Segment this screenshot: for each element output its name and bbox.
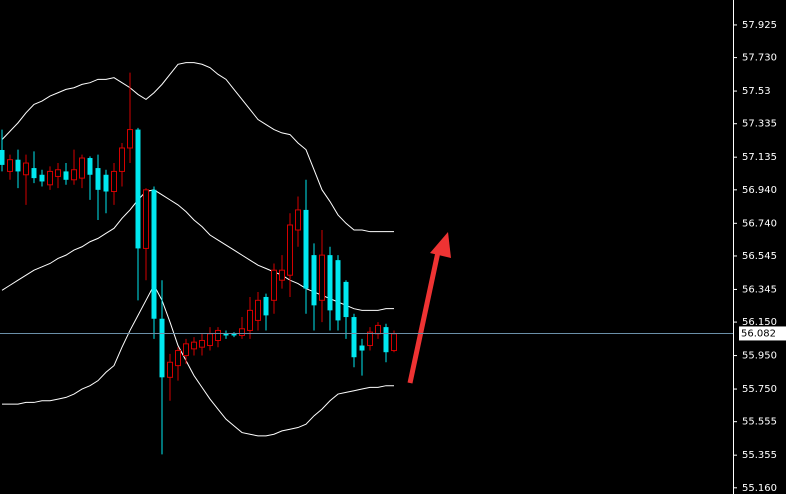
candle-body	[351, 317, 357, 358]
candle-body	[343, 281, 349, 318]
candle-body	[175, 350, 181, 367]
candle-body	[47, 170, 53, 186]
candle-body	[159, 318, 165, 378]
bollinger-band	[1, 62, 394, 233]
candle-body	[367, 331, 373, 347]
plot-area	[0, 62, 397, 455]
candle-body	[231, 333, 237, 336]
y-tick-label: 55.160	[742, 483, 777, 494]
y-tick-label: 55.355	[742, 450, 777, 461]
candle-body	[63, 171, 69, 180]
candle-body	[295, 209, 301, 231]
y-tick-label: 55.555	[742, 417, 777, 428]
candle-body	[279, 269, 285, 281]
y-tick-label: 57.335	[742, 119, 777, 130]
candle-body	[375, 324, 381, 335]
candle-body	[319, 254, 325, 301]
y-tick-label: 56.740	[742, 218, 777, 229]
candle-body	[23, 162, 29, 176]
candle-body	[303, 209, 309, 289]
candle-body	[103, 174, 109, 192]
trend-arrow	[407, 232, 451, 384]
candle-body	[167, 361, 173, 378]
candle-body	[151, 189, 157, 319]
y-tick-label: 57.730	[742, 53, 777, 64]
candle-body	[311, 255, 317, 306]
candle-body	[327, 255, 333, 311]
current-price-box	[739, 326, 786, 341]
candle-body	[239, 328, 245, 336]
candle-body	[183, 343, 189, 357]
candle-body	[0, 149, 5, 165]
candle-body	[391, 333, 397, 352]
candle-body	[207, 333, 213, 347]
candle-body	[271, 269, 277, 301]
candle-body	[335, 260, 341, 321]
arrow-head	[430, 232, 451, 258]
y-tick-label: 56.150	[742, 317, 777, 328]
candle-body	[135, 129, 141, 249]
candle-body	[143, 189, 149, 249]
candle-body	[127, 129, 133, 149]
candle-body	[247, 309, 253, 331]
candle-body	[255, 299, 261, 321]
candle-body	[7, 159, 13, 172]
candle-body	[287, 224, 293, 276]
candle-body	[191, 341, 197, 350]
y-tick-label: 57.53	[742, 86, 771, 97]
candle-body	[263, 296, 269, 316]
candle-body	[119, 147, 125, 172]
candle-body	[359, 345, 365, 351]
y-tick-label: 56.345	[742, 284, 777, 295]
bollinger-band	[2, 284, 394, 437]
candle-body	[87, 158, 93, 175]
candle-body	[215, 329, 221, 341]
candle-body	[15, 159, 21, 172]
candle-body	[39, 174, 45, 182]
y-tick-label: 55.750	[742, 384, 777, 395]
arrow-shaft	[407, 251, 441, 384]
y-tick-label: 56.545	[742, 251, 777, 262]
candle-body	[79, 157, 85, 179]
candle-body	[383, 327, 389, 353]
candle-body	[31, 168, 37, 179]
candle-body	[71, 169, 77, 181]
y-tick-label: 56.940	[742, 185, 777, 196]
candle-body	[55, 169, 61, 177]
y-tick-label: 55.950	[742, 351, 777, 362]
candle-body	[111, 170, 117, 193]
current-price-label: 56.082	[741, 328, 776, 339]
candle-body	[223, 333, 229, 336]
y-tick-label: 57.135	[742, 152, 777, 163]
candle-body	[95, 168, 101, 190]
candle-body	[199, 339, 205, 348]
y-tick-label: 57.925	[742, 20, 777, 31]
